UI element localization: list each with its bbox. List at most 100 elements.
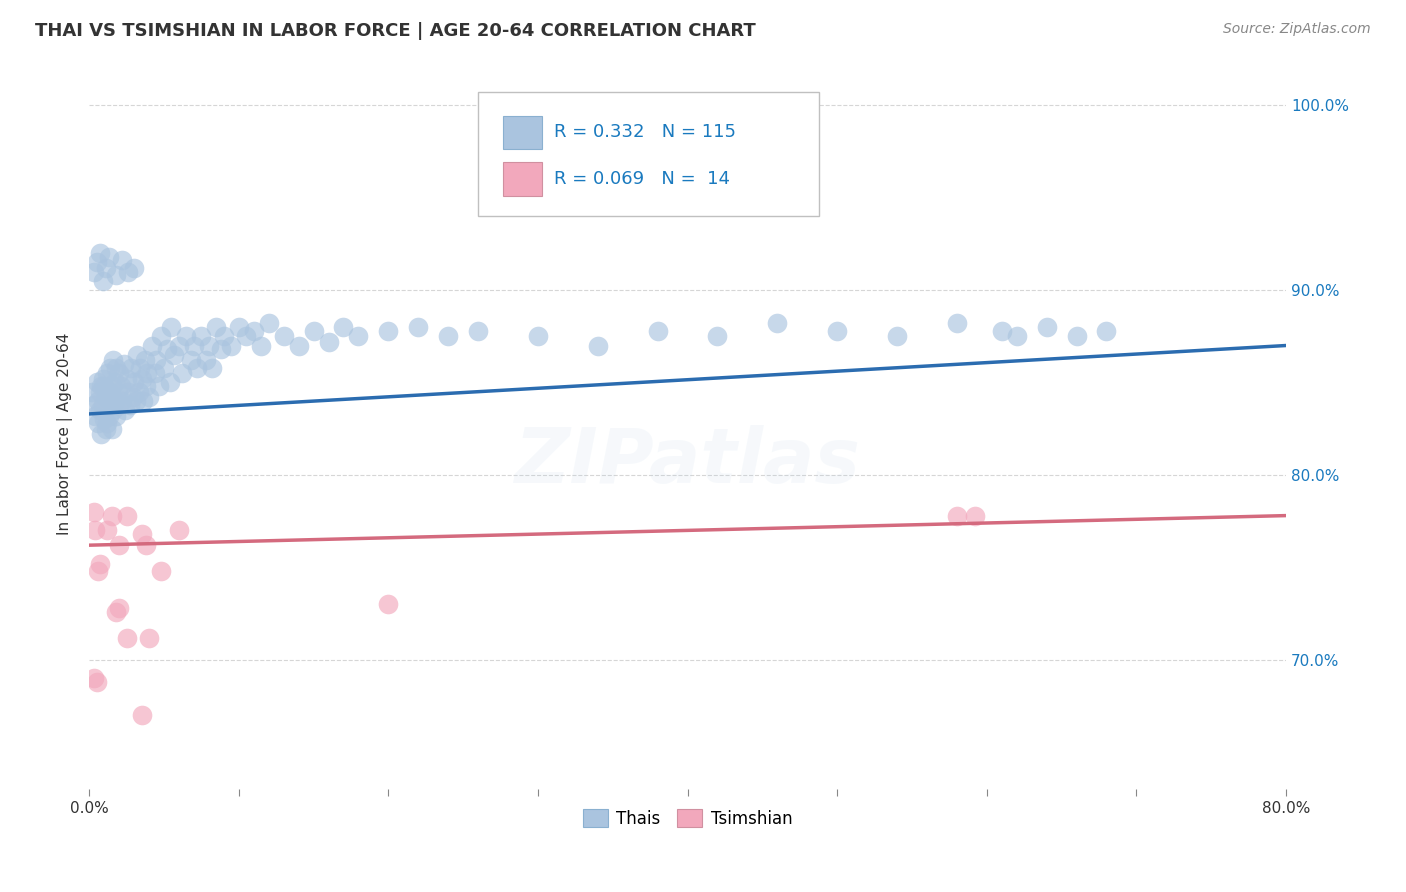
Point <box>90 427 112 442</box>
Point <box>377 598 399 612</box>
Point <box>273 329 295 343</box>
Point <box>108 601 131 615</box>
FancyBboxPatch shape <box>478 92 820 216</box>
Point <box>83 505 105 519</box>
Point <box>129 360 152 375</box>
Point <box>257 316 280 330</box>
Point <box>527 329 550 343</box>
Point <box>143 366 166 380</box>
Point <box>209 342 232 356</box>
Point <box>117 384 139 399</box>
Text: R = 0.069   N =  14: R = 0.069 N = 14 <box>554 169 730 187</box>
Point <box>141 338 163 352</box>
Point <box>377 324 399 338</box>
Point <box>90 379 112 393</box>
Point <box>87 394 110 409</box>
Point <box>105 409 128 423</box>
Point <box>205 320 228 334</box>
Point <box>86 255 108 269</box>
Point <box>97 250 120 264</box>
Point <box>318 334 340 349</box>
Point <box>117 264 139 278</box>
Point <box>766 316 789 330</box>
Point <box>647 324 669 338</box>
Point <box>170 366 193 380</box>
Point <box>82 384 104 399</box>
Point <box>302 324 325 338</box>
Point <box>156 342 179 356</box>
Point <box>89 246 111 260</box>
Point <box>134 353 156 368</box>
Point <box>94 390 117 404</box>
Point <box>97 409 120 423</box>
Point <box>101 353 124 368</box>
Point <box>110 379 132 393</box>
Point <box>159 376 181 390</box>
Point <box>135 538 157 552</box>
Point <box>886 329 908 343</box>
Point <box>201 360 224 375</box>
Point <box>111 394 134 409</box>
Point <box>108 366 131 380</box>
Point <box>946 508 969 523</box>
Point <box>100 422 122 436</box>
Point <box>136 366 159 380</box>
Point <box>98 394 121 409</box>
Point <box>93 379 115 393</box>
Point <box>96 366 118 380</box>
Point <box>105 360 128 375</box>
Point <box>108 398 131 412</box>
Point <box>332 320 354 334</box>
Point <box>963 508 986 523</box>
Point <box>124 394 146 409</box>
Point <box>437 329 460 343</box>
Point <box>347 329 370 343</box>
Point <box>120 360 142 375</box>
Point <box>190 329 212 343</box>
Point <box>94 422 117 436</box>
Point <box>990 324 1012 338</box>
Point <box>96 524 118 538</box>
Point <box>112 357 135 371</box>
Point <box>1066 329 1088 343</box>
Point <box>93 412 115 426</box>
Point <box>198 338 221 352</box>
Point <box>145 353 167 368</box>
Point <box>98 360 121 375</box>
Point <box>406 320 429 334</box>
Point <box>97 384 120 399</box>
Point <box>132 394 155 409</box>
Point <box>94 260 117 275</box>
Point <box>125 348 148 362</box>
Point <box>91 372 114 386</box>
Point <box>84 409 107 423</box>
Text: R = 0.332   N = 115: R = 0.332 N = 115 <box>554 123 735 141</box>
Point <box>825 324 848 338</box>
Point <box>105 268 128 283</box>
Point <box>149 564 172 578</box>
Point <box>1095 324 1118 338</box>
Point <box>87 416 110 430</box>
Point <box>167 524 190 538</box>
Point <box>242 324 264 338</box>
Point <box>89 557 111 571</box>
Point <box>183 338 205 352</box>
Point <box>100 379 122 393</box>
Point <box>115 372 138 386</box>
Point <box>83 398 105 412</box>
Point <box>219 338 242 352</box>
Point <box>84 524 107 538</box>
FancyBboxPatch shape <box>503 162 541 195</box>
Point <box>114 403 136 417</box>
Point <box>91 274 114 288</box>
Point <box>194 353 217 368</box>
Point <box>103 394 125 409</box>
Point <box>235 329 257 343</box>
Text: ZIPatlas: ZIPatlas <box>515 425 860 499</box>
Point <box>86 675 108 690</box>
Point <box>103 376 125 390</box>
Point <box>1035 320 1057 334</box>
Point <box>167 338 190 352</box>
Point <box>250 338 273 352</box>
Point <box>111 253 134 268</box>
